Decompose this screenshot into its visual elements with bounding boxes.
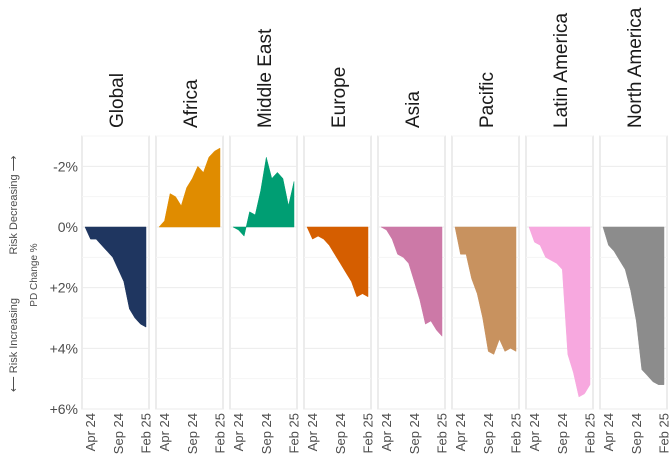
x-tick-label: Sep 24 xyxy=(555,413,570,454)
facet-label: North America xyxy=(625,7,646,128)
x-tick-label: Feb 25 xyxy=(509,413,524,453)
x-tick-label: Feb 25 xyxy=(583,413,598,453)
x-tick-label: Feb 25 xyxy=(139,413,154,453)
facet-panel: Africa Apr 24 Sep 24 Feb 25 xyxy=(155,79,228,454)
series-area xyxy=(84,226,147,328)
facet-label: Pacific xyxy=(477,72,498,128)
x-tick-label: Sep 24 xyxy=(407,413,422,454)
y-tick-label: +6% xyxy=(50,401,78,417)
x-tick-label: Feb 25 xyxy=(657,413,669,453)
series-area xyxy=(528,226,591,398)
x-tick-label: Feb 25 xyxy=(213,413,228,453)
side-labels: Risk Decreasing ⟶ PD Change % ⟵ Risk Inc… xyxy=(8,155,40,392)
series-area xyxy=(454,226,517,355)
x-tick-label: Apr 24 xyxy=(453,413,468,451)
x-tick-label: Feb 25 xyxy=(361,413,376,453)
facet-label: Europe xyxy=(329,67,350,128)
facet-label: Middle East xyxy=(255,28,276,128)
risk-decreasing-label: Risk Decreasing ⟶ xyxy=(8,155,20,254)
y-tick-label: +4% xyxy=(50,340,78,356)
x-tick-label: Apr 24 xyxy=(379,413,394,451)
x-tick-label: Sep 24 xyxy=(111,413,126,454)
series-area xyxy=(306,226,369,298)
y-tick-label: +2% xyxy=(50,280,78,296)
facet-label: Asia xyxy=(403,91,424,128)
x-tick-label: Sep 24 xyxy=(259,413,274,454)
facet-panels: Global Apr 24 Sep 24 Feb 25 Africa Apr 24 Sep … xyxy=(81,7,669,454)
y-tick-label: 0% xyxy=(58,219,78,235)
x-tick-label: Apr 24 xyxy=(601,413,616,451)
series-area xyxy=(602,226,665,385)
facet-panel: North America Apr 24 Sep 24 Feb 25 xyxy=(599,7,669,454)
x-tick-label: Sep 24 xyxy=(629,413,644,454)
facet-panel: Latin America Apr 24 Sep 24 Feb 25 xyxy=(525,12,598,454)
x-tick-label: Apr 24 xyxy=(83,413,98,451)
y-axis-label: PD Change % xyxy=(29,243,40,306)
series-area xyxy=(380,226,443,337)
x-tick-label: Apr 24 xyxy=(527,413,542,451)
series-area xyxy=(158,147,221,228)
facet-panel: Asia Apr 24 Sep 24 Feb 25 xyxy=(377,91,450,454)
facet-label: Latin America xyxy=(551,12,572,128)
facet-panel: Pacific Apr 24 Sep 24 Feb 25 xyxy=(451,72,524,454)
risk-increasing-label: ⟵ Risk Increasing xyxy=(8,298,20,392)
facet-panel: Europe Apr 24 Sep 24 Feb 25 xyxy=(303,67,376,454)
y-axis: -2% 0% +2% +4% +6% xyxy=(50,158,78,417)
y-tick-label: -2% xyxy=(53,158,78,174)
series-area xyxy=(232,157,295,237)
x-tick-label: Apr 24 xyxy=(305,413,320,451)
x-tick-label: Sep 24 xyxy=(333,413,348,454)
facet-panel: Global Apr 24 Sep 24 Feb 25 xyxy=(81,73,154,454)
facet-label: Global xyxy=(107,73,128,128)
facet-panel: Middle East Apr 24 Sep 24 Feb 25 xyxy=(229,28,302,454)
x-tick-label: Sep 24 xyxy=(481,413,496,454)
x-tick-label: Apr 24 xyxy=(157,413,172,451)
x-tick-label: Feb 25 xyxy=(287,413,302,453)
x-tick-label: Sep 24 xyxy=(185,413,200,454)
facet-label: Africa xyxy=(181,79,202,128)
x-tick-label: Apr 24 xyxy=(231,413,246,451)
x-tick-label: Feb 25 xyxy=(435,413,450,453)
